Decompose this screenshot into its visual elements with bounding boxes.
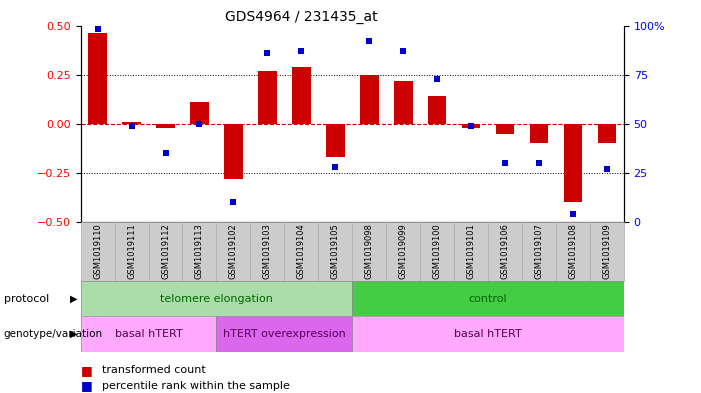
- Text: ▶: ▶: [69, 294, 77, 304]
- Bar: [428, 96, 447, 124]
- Bar: [353, 316, 624, 352]
- Bar: [122, 122, 141, 124]
- Bar: [564, 124, 583, 202]
- Bar: [353, 281, 624, 316]
- Text: basal hTERT: basal hTERT: [454, 329, 522, 339]
- Text: GSM1019109: GSM1019109: [602, 223, 611, 279]
- Text: ■: ■: [81, 364, 93, 377]
- Bar: [224, 124, 243, 179]
- Text: transformed count: transformed count: [102, 365, 205, 375]
- Bar: [156, 124, 175, 128]
- Bar: [420, 222, 454, 281]
- Text: basal hTERT: basal hTERT: [115, 329, 182, 339]
- Text: GSM1019108: GSM1019108: [569, 223, 578, 279]
- Text: GSM1019104: GSM1019104: [297, 223, 306, 279]
- Bar: [590, 222, 624, 281]
- Bar: [496, 124, 515, 134]
- Text: GSM1019106: GSM1019106: [501, 223, 510, 279]
- Bar: [556, 222, 590, 281]
- Bar: [81, 281, 353, 316]
- Bar: [217, 316, 353, 352]
- Text: telomere elongation: telomere elongation: [160, 294, 273, 304]
- Bar: [217, 222, 250, 281]
- Text: GSM1019107: GSM1019107: [534, 223, 543, 279]
- Text: GSM1019101: GSM1019101: [467, 223, 475, 279]
- Bar: [250, 222, 285, 281]
- Bar: [81, 222, 114, 281]
- Text: percentile rank within the sample: percentile rank within the sample: [102, 381, 290, 391]
- Bar: [318, 222, 353, 281]
- Bar: [597, 124, 616, 143]
- Bar: [149, 222, 182, 281]
- Bar: [258, 71, 277, 124]
- Text: GSM1019100: GSM1019100: [433, 223, 442, 279]
- Text: GSM1019111: GSM1019111: [127, 223, 136, 279]
- Bar: [326, 124, 345, 157]
- Text: control: control: [469, 294, 508, 304]
- Bar: [488, 222, 522, 281]
- Text: GSM1019103: GSM1019103: [263, 223, 272, 279]
- Text: ■: ■: [81, 379, 93, 393]
- Text: GSM1019110: GSM1019110: [93, 223, 102, 279]
- Bar: [394, 81, 412, 124]
- Text: hTERT overexpression: hTERT overexpression: [223, 329, 346, 339]
- Bar: [81, 316, 217, 352]
- Text: GSM1019099: GSM1019099: [399, 223, 408, 279]
- Bar: [190, 102, 209, 124]
- Bar: [353, 222, 386, 281]
- Text: genotype/variation: genotype/variation: [4, 329, 102, 339]
- Text: GDS4964 / 231435_at: GDS4964 / 231435_at: [225, 10, 378, 24]
- Bar: [292, 67, 311, 124]
- Text: GSM1019105: GSM1019105: [331, 223, 340, 279]
- Text: protocol: protocol: [4, 294, 49, 304]
- Bar: [285, 222, 318, 281]
- Bar: [530, 124, 548, 143]
- Bar: [462, 124, 480, 128]
- Bar: [522, 222, 556, 281]
- Bar: [360, 75, 379, 124]
- Text: GSM1019102: GSM1019102: [229, 223, 238, 279]
- Text: GSM1019098: GSM1019098: [365, 223, 374, 279]
- Bar: [88, 33, 107, 124]
- Bar: [114, 222, 149, 281]
- Text: GSM1019113: GSM1019113: [195, 223, 204, 279]
- Bar: [182, 222, 217, 281]
- Text: ▶: ▶: [69, 329, 77, 339]
- Bar: [454, 222, 488, 281]
- Text: GSM1019112: GSM1019112: [161, 223, 170, 279]
- Bar: [386, 222, 420, 281]
